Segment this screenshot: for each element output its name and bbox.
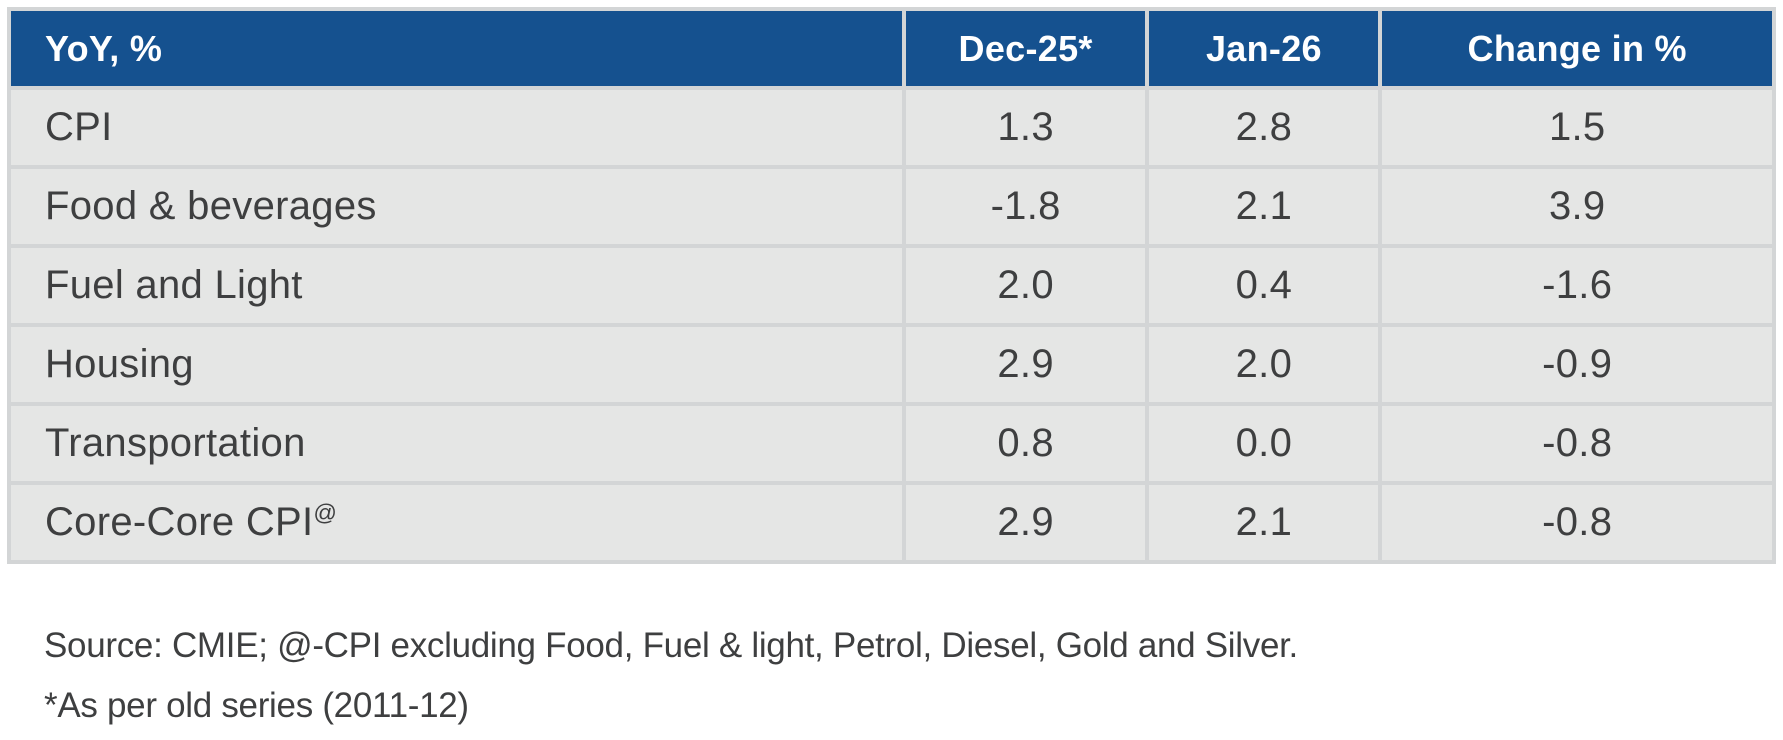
- value-cell: 2.1: [1145, 165, 1383, 248]
- row-label-cell: Fuel and Light: [7, 244, 906, 327]
- column-header-dec-25: Dec-25*: [901, 7, 1150, 90]
- value-cell: 3.9: [1378, 165, 1776, 248]
- row-label-cell: CPI: [7, 86, 906, 169]
- value-cell: 2.9: [901, 481, 1150, 564]
- table-row: Core-Core CPI@ 2.9 2.1 -0.8: [7, 481, 1776, 564]
- row-label: Core-Core CPI: [45, 500, 314, 544]
- value-cell: 0.8: [901, 402, 1150, 485]
- footnotes: Source: CMIE; @-CPI excluding Food, Fuel…: [44, 616, 1298, 736]
- header-row: YoY, % Dec-25* Jan-26 Change in %: [7, 7, 1776, 90]
- cpi-yoy-table: YoY, % Dec-25* Jan-26 Change in % CPI 1.3…: [7, 7, 1776, 564]
- row-label-cell: Food & beverages: [7, 165, 906, 248]
- value-cell: 1.3: [901, 86, 1150, 169]
- value-cell: 2.0: [901, 244, 1150, 327]
- column-header-yoy: YoY, %: [7, 7, 906, 90]
- row-label-cell: Transportation: [7, 402, 906, 485]
- value-cell: 1.5: [1378, 86, 1776, 169]
- column-header-jan-26: Jan-26: [1145, 7, 1383, 90]
- table-row: Fuel and Light 2.0 0.4 -1.6: [7, 244, 1776, 327]
- row-label: Housing: [45, 342, 194, 386]
- table-row: Housing 2.9 2.0 -0.9: [7, 323, 1776, 406]
- value-cell: 2.8: [1145, 86, 1383, 169]
- row-label: Food & beverages: [45, 184, 377, 228]
- source-note: Source: CMIE; @-CPI excluding Food, Fuel…: [44, 626, 1298, 665]
- row-label-cell: Core-Core CPI@: [7, 481, 906, 564]
- value-cell: 0.4: [1145, 244, 1383, 327]
- value-cell: -1.8: [901, 165, 1150, 248]
- table-row: Food & beverages -1.8 2.1 3.9: [7, 165, 1776, 248]
- row-label-cell: Housing: [7, 323, 906, 406]
- series-note: *As per old series (2011-12): [44, 686, 469, 725]
- value-cell: -0.9: [1378, 323, 1776, 406]
- value-cell: -0.8: [1378, 481, 1776, 564]
- row-label: Fuel and Light: [45, 263, 303, 307]
- value-cell: -1.6: [1378, 244, 1776, 327]
- table-body: CPI 1.3 2.8 1.5 Food & beverages -1.8 2.1 3.9 Fu…: [7, 86, 1776, 564]
- value-cell: -0.8: [1378, 402, 1776, 485]
- column-header-change: Change in %: [1378, 7, 1776, 90]
- row-label: Transportation: [45, 421, 306, 465]
- row-label: CPI: [45, 105, 113, 149]
- value-cell: 0.0: [1145, 402, 1383, 485]
- value-cell: 2.9: [901, 323, 1150, 406]
- table-header: YoY, % Dec-25* Jan-26 Change in %: [7, 7, 1776, 90]
- value-cell: 2.0: [1145, 323, 1383, 406]
- row-label-superscript: @: [313, 499, 338, 526]
- table-row: CPI 1.3 2.8 1.5: [7, 86, 1776, 169]
- value-cell: 2.1: [1145, 481, 1383, 564]
- table-row: Transportation 0.8 0.0 -0.8: [7, 402, 1776, 485]
